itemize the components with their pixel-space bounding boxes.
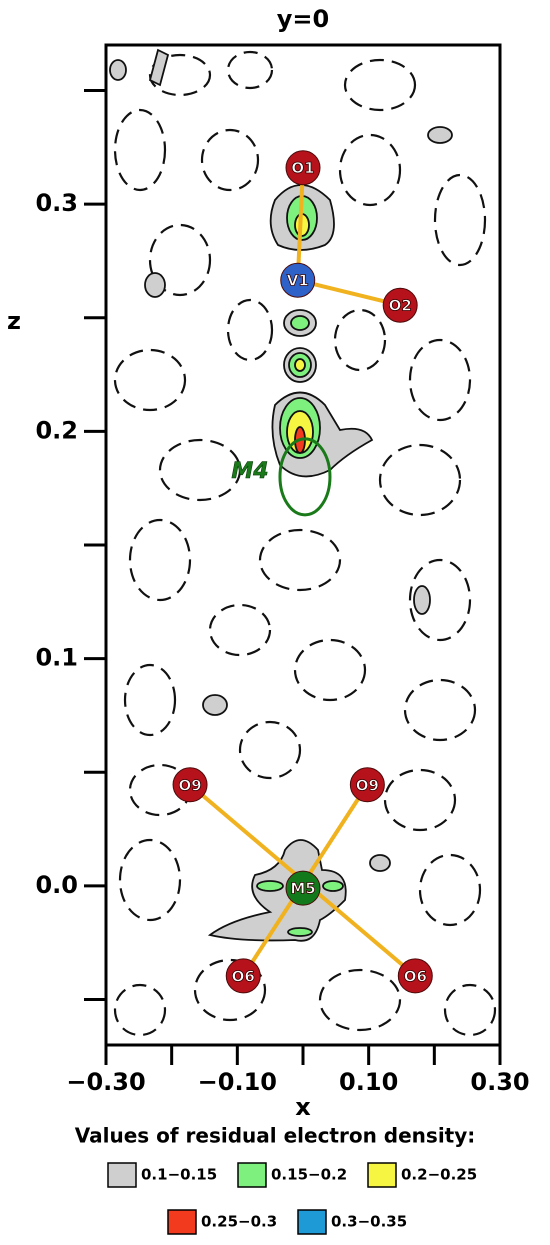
- atom: [280, 262, 316, 298]
- legend-swatch: [107, 1162, 137, 1188]
- legend-swatch: [167, 1209, 197, 1235]
- atom-label: O2: [389, 297, 412, 315]
- atom: [172, 767, 208, 803]
- atom-label: V1: [287, 272, 309, 290]
- legend-label: 0.15−0.2: [271, 1166, 347, 1184]
- y-tick-label: 0.3: [35, 189, 78, 217]
- atom-label: O6: [232, 967, 255, 985]
- y-tick-label: 0.0: [35, 871, 78, 899]
- y-axis-label: z: [7, 307, 21, 335]
- legend-swatch: [237, 1162, 267, 1188]
- density-blobs: [109, 48, 453, 942]
- atom-label: O6: [404, 967, 427, 985]
- legend-title: Values of residual electron density:: [75, 1124, 476, 1148]
- atom: [382, 287, 418, 323]
- atom-label: O9: [356, 776, 379, 794]
- x-tick-label: 0.10: [339, 1068, 398, 1096]
- legend-swatch: [297, 1209, 327, 1235]
- chart-title: y=0: [277, 5, 329, 33]
- atom: [285, 150, 321, 186]
- bond: [295, 167, 305, 281]
- x-tick-label: 0.30: [470, 1068, 529, 1096]
- atom: [397, 958, 433, 994]
- atom-label: O9: [178, 776, 201, 794]
- atom: [225, 958, 261, 994]
- x-axis-label: x: [295, 1093, 311, 1121]
- dashed-contours: [113, 50, 497, 1037]
- site-ring: [278, 437, 332, 517]
- legend-label: 0.25−0.3: [201, 1213, 277, 1231]
- site-label: M4: [231, 459, 268, 484]
- contour-field: [109, 48, 497, 1037]
- legend-swatch: [367, 1162, 397, 1188]
- bond: [297, 278, 401, 308]
- legend-label: 0.3−0.35: [331, 1213, 407, 1231]
- x-tick-label: −0.30: [66, 1068, 145, 1096]
- legend-label: 0.2−0.25: [401, 1166, 477, 1184]
- atom-label: O1: [291, 159, 314, 177]
- atom-label: M5: [290, 880, 315, 898]
- y-tick-label: 0.1: [35, 644, 78, 672]
- atom: [349, 767, 385, 803]
- atom: [285, 870, 321, 906]
- x-tick-label: −0.10: [198, 1068, 277, 1096]
- y-tick-label: 0.2: [35, 416, 78, 444]
- legend-label: 0.1−0.15: [141, 1166, 217, 1184]
